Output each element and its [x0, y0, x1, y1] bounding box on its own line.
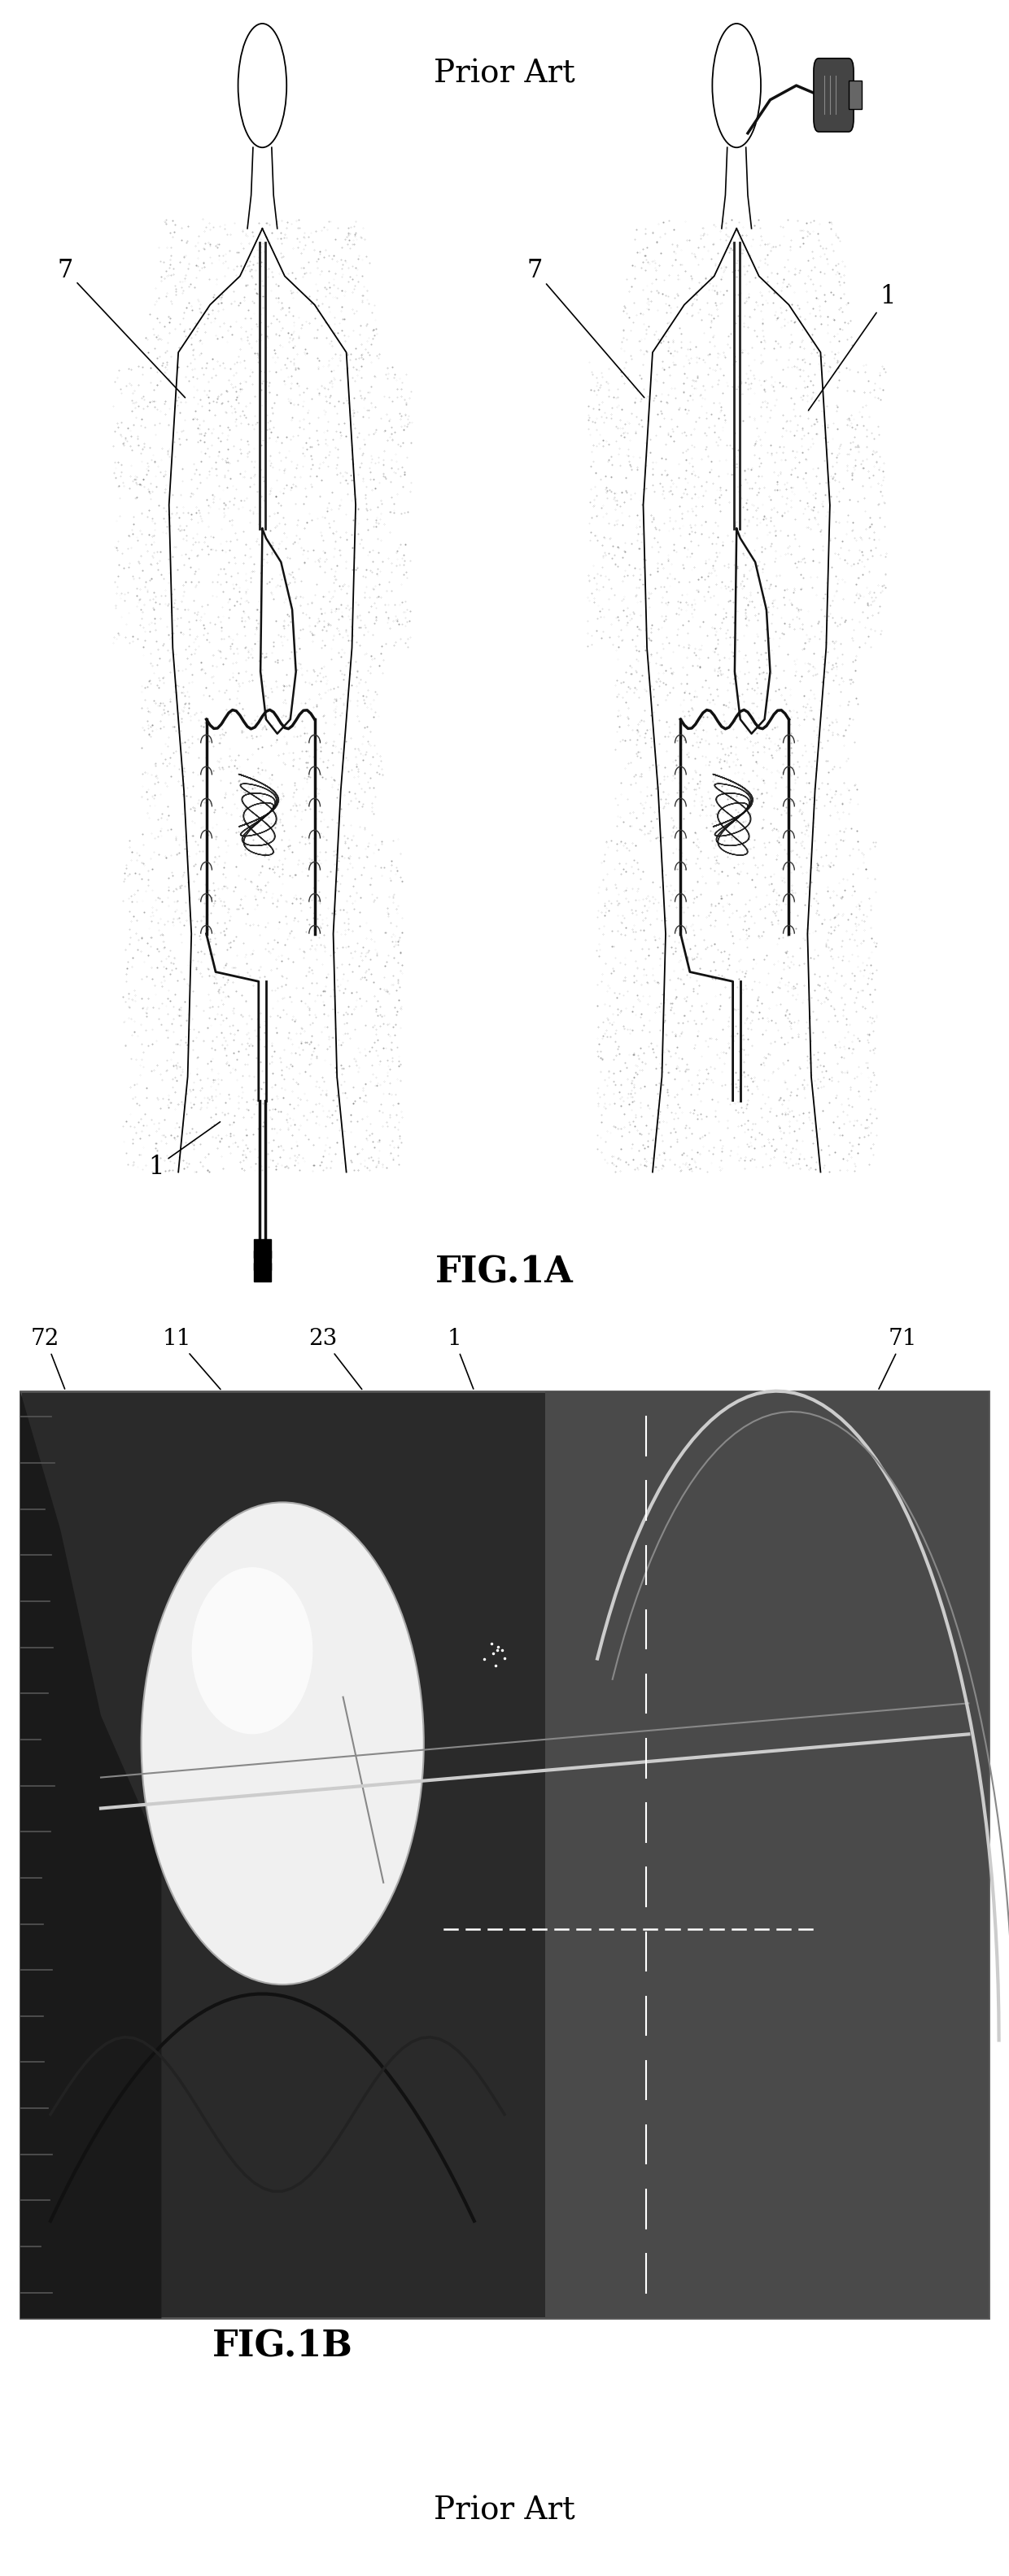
Text: FIG.1A: FIG.1A: [436, 1255, 573, 1291]
Text: 1: 1: [447, 1327, 473, 1388]
Bar: [254, 1252, 270, 1270]
Bar: [254, 1262, 270, 1283]
Bar: [254, 1239, 270, 1257]
Text: 72: 72: [31, 1327, 65, 1388]
Text: FIG.1B: FIG.1B: [212, 2329, 353, 2365]
Polygon shape: [20, 1391, 161, 2318]
Text: Prior Art: Prior Art: [434, 2496, 575, 2527]
Text: Prior Art: Prior Art: [434, 59, 575, 90]
Text: 23: 23: [309, 1327, 362, 1388]
Text: 7: 7: [527, 258, 645, 397]
Text: 73: 73: [586, 2257, 614, 2321]
Text: 71: 71: [879, 1327, 917, 1388]
Polygon shape: [545, 1391, 989, 2318]
Text: 74: 74: [97, 2257, 159, 2321]
Text: 1: 1: [148, 1123, 220, 1180]
Text: 1: 1: [808, 283, 896, 410]
Ellipse shape: [192, 1566, 313, 1734]
Text: 7: 7: [58, 258, 185, 397]
Bar: [20, 1391, 989, 2318]
Ellipse shape: [141, 1502, 424, 1984]
FancyBboxPatch shape: [813, 59, 854, 131]
Text: 11: 11: [162, 1327, 221, 1388]
Bar: [849, 80, 862, 108]
